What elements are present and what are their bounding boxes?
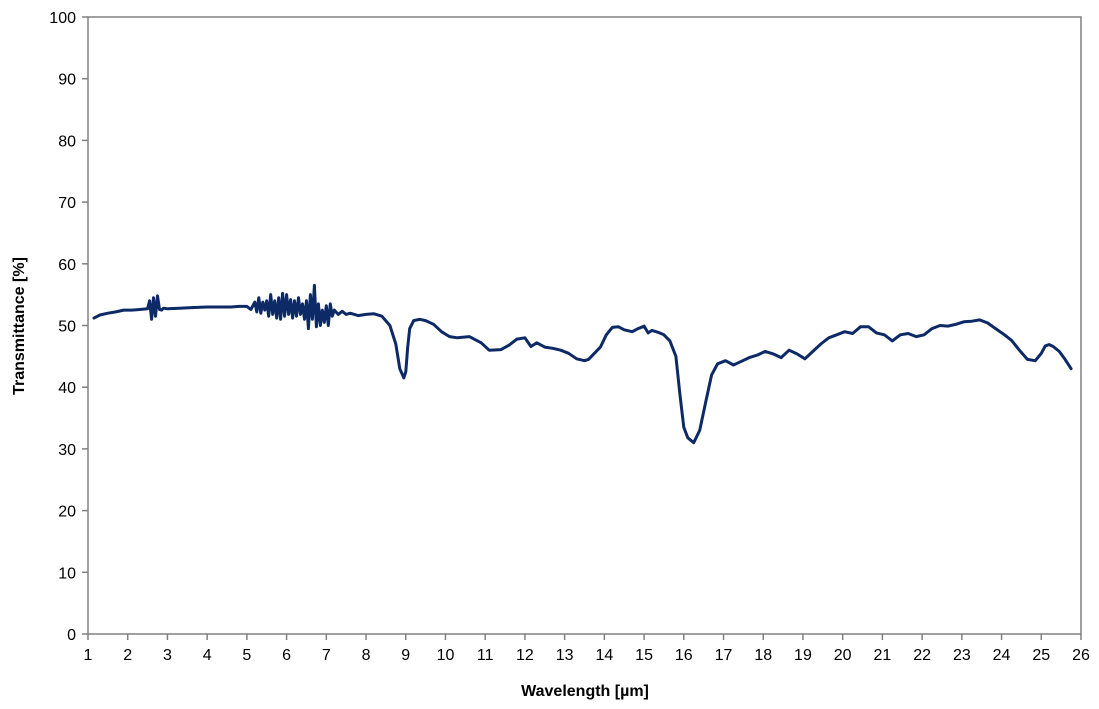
- y-tick-label: 50: [58, 319, 76, 336]
- x-tick-label: 6: [282, 647, 291, 664]
- x-tick-label: 10: [437, 647, 455, 664]
- x-tick-label: 19: [794, 647, 812, 664]
- y-tick-label: 80: [58, 133, 76, 150]
- series-line: [92, 283, 1073, 445]
- x-tick-label: 20: [834, 647, 852, 664]
- x-tick-label: 12: [516, 647, 534, 664]
- x-tick-label: 13: [556, 647, 574, 664]
- x-tick-label: 4: [203, 647, 212, 664]
- x-tick-label: 24: [993, 647, 1011, 664]
- x-tick-label: 2: [123, 647, 132, 664]
- x-tick-label: 8: [362, 647, 371, 664]
- x-tick-label: 1: [84, 647, 93, 664]
- x-tick-label: 11: [477, 647, 494, 664]
- x-tick-label: 15: [635, 647, 653, 664]
- x-tick-label: 26: [1072, 647, 1090, 664]
- x-tick-label: 16: [675, 647, 693, 664]
- x-tick-label: 25: [1032, 647, 1050, 664]
- x-tick-label: 22: [913, 647, 931, 664]
- x-tick-label: 5: [242, 647, 251, 664]
- x-tick-label: 18: [754, 647, 772, 664]
- y-axis-title: Transmittance [%]: [11, 257, 28, 395]
- y-tick-label: 40: [58, 380, 76, 397]
- x-tick-label: 14: [595, 647, 613, 664]
- y-tick-label: 60: [58, 257, 76, 274]
- y-tick-label: 0: [67, 627, 76, 644]
- y-axis-ticks: 0 10 20 30 40 50 60 70 80 90 100: [49, 10, 88, 644]
- y-tick-label: 30: [58, 442, 76, 459]
- y-tick-label: 10: [58, 565, 76, 582]
- x-tick-label: 9: [401, 647, 410, 664]
- x-tick-label: 7: [322, 647, 331, 664]
- x-axis-title: Wavelength [µm]: [521, 683, 649, 700]
- x-axis-ticks: 1 2 3 4 5 6 7 8 9 10 11 12 13 14 15 16 17 18 19 20 21 22 23 24 2…: [84, 634, 1090, 664]
- y-tick-label: 100: [49, 10, 76, 27]
- x-tick-label: 17: [715, 647, 733, 664]
- x-tick-label: 3: [163, 647, 172, 664]
- x-tick-label: 21: [874, 647, 892, 664]
- y-tick-label: 70: [58, 195, 76, 212]
- plot-area: [87, 16, 1082, 635]
- y-tick-label: 20: [58, 504, 76, 521]
- x-tick-label: 23: [953, 647, 971, 664]
- y-tick-label: 90: [58, 72, 76, 89]
